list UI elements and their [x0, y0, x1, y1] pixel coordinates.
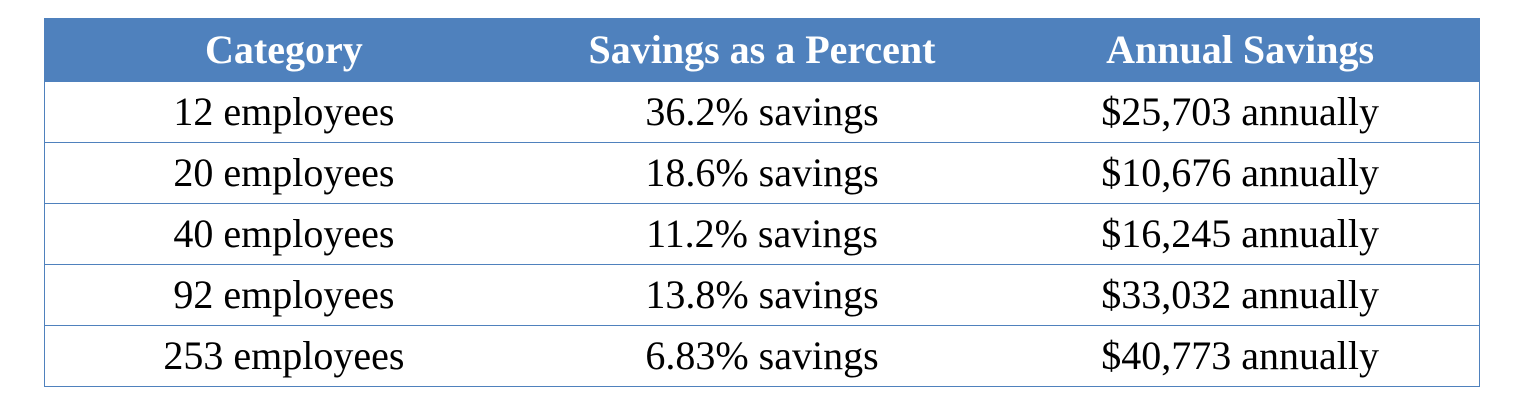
column-header: Category — [44, 18, 523, 82]
table-cell: 18.6% savings — [522, 142, 1002, 204]
table-row: 20 employees 18.6% savings $10,676 annuall… — [44, 142, 1480, 204]
table-row: 253 employees 6.83% savings $40,773 annual… — [44, 325, 1480, 387]
table-cell: $40,773 annually — [1001, 325, 1480, 387]
table-cell: $10,676 annually — [1001, 142, 1480, 204]
table-cell: 12 employees — [44, 81, 523, 143]
table-cell: $16,245 annually — [1001, 203, 1480, 265]
table-cell: 13.8% savings — [522, 264, 1002, 326]
table-cell: 6.83% savings — [522, 325, 1002, 387]
table-cell: 11.2% savings — [522, 203, 1002, 265]
column-header: Savings as a Percent — [522, 18, 1002, 82]
table-cell: 36.2% savings — [522, 81, 1002, 143]
column-header: Annual Savings — [1001, 18, 1480, 82]
table-cell: 92 employees — [44, 264, 523, 326]
table-cell: 253 employees — [44, 325, 523, 387]
savings-table: Category Savings as a Percent Annual Savin… — [44, 18, 1480, 387]
table-header: Category Savings as a Percent Annual Savin… — [44, 18, 1480, 82]
table-row: 40 employees 11.2% savings $16,245 annuall… — [44, 203, 1480, 265]
table-row: 92 employees 13.8% savings $33,032 annuall… — [44, 264, 1480, 326]
table-cell: $25,703 annually — [1001, 81, 1480, 143]
table-cell: 20 employees — [44, 142, 523, 204]
table-body: 12 employees 36.2% savings $25,703 annuall… — [44, 81, 1480, 387]
table-cell: $33,032 annually — [1001, 264, 1480, 326]
table-row: 12 employees 36.2% savings $25,703 annuall… — [44, 81, 1480, 143]
table-cell: 40 employees — [44, 203, 523, 265]
header-row: Category Savings as a Percent Annual Savin… — [44, 18, 1480, 82]
